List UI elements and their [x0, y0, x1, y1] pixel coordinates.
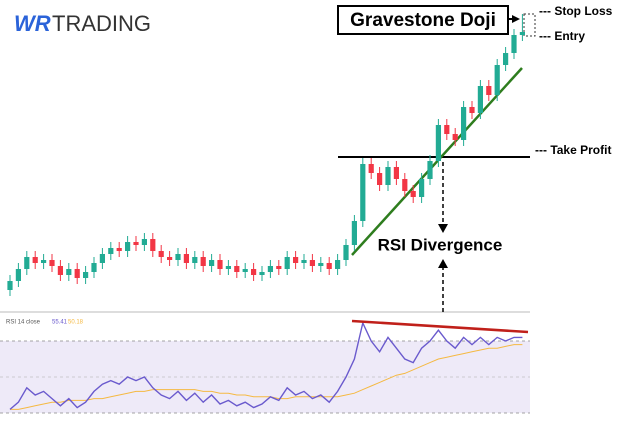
candle-body	[335, 260, 341, 269]
candle-body	[377, 173, 383, 185]
candle-body	[91, 263, 97, 272]
candle-body	[494, 65, 500, 95]
candle-body	[251, 269, 257, 275]
candle-body	[74, 269, 80, 278]
candle-body	[284, 257, 290, 269]
candle-body	[477, 86, 483, 113]
candle-body	[141, 239, 147, 245]
candle-body	[318, 263, 324, 266]
candle-body	[125, 242, 131, 251]
annotation: RSI Divergence	[378, 235, 503, 254]
candle-body	[259, 272, 265, 275]
candle-body	[49, 260, 55, 266]
candle-body	[183, 254, 189, 263]
candle-body	[427, 161, 433, 179]
candle-body	[469, 107, 475, 113]
candle-body	[368, 164, 374, 173]
logo-mark: WR	[14, 11, 51, 36]
candle-body	[41, 260, 47, 263]
candle-body	[158, 251, 164, 257]
arrow-head	[512, 15, 520, 23]
candle-body	[7, 281, 13, 290]
candle-body	[267, 266, 273, 272]
candle-body	[83, 272, 89, 278]
candle-body	[276, 266, 282, 269]
candle-body	[32, 257, 38, 263]
candle-body	[200, 257, 206, 266]
rsi-title: RSI 14 close	[6, 320, 41, 326]
candle-body	[99, 254, 105, 263]
candle-body	[108, 248, 114, 254]
candle-body	[452, 134, 458, 140]
rsi-readout: 50.18	[68, 320, 84, 326]
candle-body	[309, 260, 315, 266]
candle-body	[393, 167, 399, 179]
candle-body	[293, 257, 299, 263]
candle-body	[133, 242, 139, 245]
candle-body	[461, 107, 467, 140]
annotation: --- Stop Loss	[539, 4, 613, 18]
rsi-readout: 55.41	[52, 320, 68, 326]
annotation-box	[337, 5, 509, 35]
annotation: --- Entry	[539, 29, 585, 43]
stop-loss-box	[523, 13, 536, 37]
rsi-line	[10, 344, 523, 410]
arrow-head	[438, 259, 448, 268]
logo-text: TRADING	[52, 11, 151, 36]
candle-body	[360, 164, 366, 221]
annotation: Gravestone Doji	[350, 10, 496, 31]
candle-body	[503, 53, 509, 65]
candle-body	[444, 125, 450, 134]
candle-body	[486, 86, 492, 95]
annotation: --- Take Profit	[535, 143, 611, 157]
trend-line	[351, 67, 523, 256]
candle-body	[24, 257, 30, 269]
candle-body	[511, 35, 517, 53]
candle-body	[435, 125, 441, 161]
candle-body	[385, 167, 391, 185]
candle-body	[175, 254, 181, 260]
candle-body	[217, 260, 223, 269]
candle-body	[351, 221, 357, 245]
candle-body	[242, 269, 248, 272]
candle-body	[57, 266, 63, 275]
candle-body	[192, 257, 198, 263]
candle-body	[519, 32, 525, 35]
candle-body	[209, 260, 215, 266]
candle-body	[326, 263, 332, 269]
divergence-line	[351, 319, 529, 334]
candle-body	[234, 266, 240, 272]
candle-body	[343, 245, 349, 260]
candle-body	[116, 248, 122, 251]
arrow-head	[438, 224, 448, 233]
candle-body	[419, 179, 425, 197]
candle-body	[150, 239, 156, 251]
candle-body	[15, 269, 21, 281]
candle-body	[167, 257, 173, 260]
candle-body	[66, 269, 72, 275]
candle-body	[402, 179, 408, 191]
candle-body	[225, 266, 231, 269]
candle-body	[301, 260, 307, 263]
rsi-line	[9, 320, 523, 410]
candle-body	[410, 191, 416, 197]
